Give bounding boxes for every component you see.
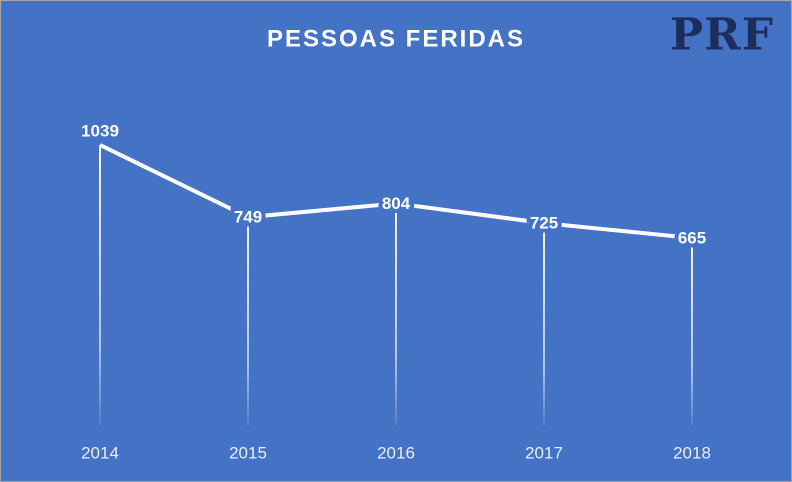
drop-line	[543, 223, 545, 425]
x-tick-label: 2014	[81, 443, 119, 462]
x-tick-label: 2018	[673, 443, 711, 462]
drop-line	[395, 203, 397, 425]
drop-line	[99, 145, 101, 425]
data-label: 1039	[81, 121, 119, 140]
data-label: 804	[382, 194, 411, 213]
x-tick-label: 2016	[377, 443, 415, 462]
data-label: 665	[678, 228, 706, 247]
logo: PRF	[670, 10, 774, 61]
chart-title: PESSOAS FERIDAS	[267, 25, 525, 52]
data-line	[99, 143, 693, 241]
drop-line	[691, 238, 693, 425]
data-label: 749	[234, 208, 262, 227]
x-tick-label: 2015	[229, 443, 267, 462]
data-label: 725	[530, 214, 558, 233]
x-tick-label: 2017	[525, 443, 563, 462]
drop-line	[247, 217, 249, 425]
